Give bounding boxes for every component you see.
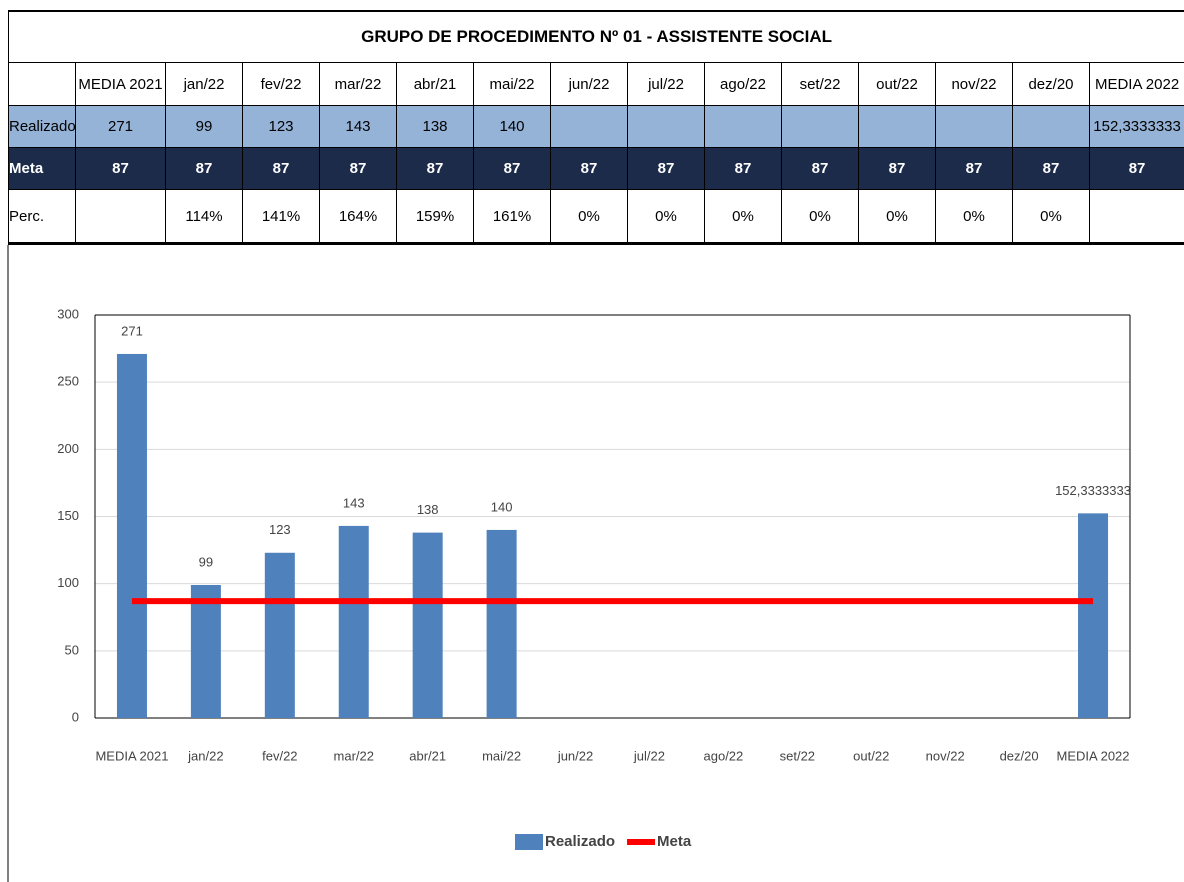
header-row: MEDIA 2021 jan/22 fev/22 mar/22 abr/21 mai/22… [8,62,1184,106]
cell: 0% [627,189,705,245]
x-tick-label: out/22 [853,748,889,763]
x-tick-label: abr/21 [409,748,446,763]
bar [190,585,221,718]
table-row: Perc. 114% 141% 164% 159% 161% 0% 0% 0% 0% 0% 0% 0% [8,189,1184,245]
bar [486,529,517,718]
header-cell: abr/21 [396,62,474,106]
cell: 0% [550,189,628,245]
cell: 87 [704,147,782,190]
header-cell: MEDIA 2022 [1088,62,1184,106]
legend-label: Realizado [545,833,615,850]
cell: 161% [473,189,551,245]
cell: 87 [858,147,936,190]
bar [264,552,295,718]
cell [1088,189,1184,245]
cell: 87 [242,147,320,190]
x-tick-label: jan/22 [187,748,223,763]
cell: 99 [165,105,243,148]
y-tick-label: 300 [57,306,79,321]
cell: 159% [396,189,474,245]
table-title: GRUPO DE PROCEDIMENTO Nº 01 - ASSISTENTE… [7,10,1184,63]
data-label: 271 [121,323,143,338]
bar [1078,513,1109,718]
legend-label: Meta [657,833,692,850]
x-tick-label: dez/20 [1000,748,1039,763]
cell: 123 [242,105,320,148]
x-tick-label: mai/22 [482,748,521,763]
cell: 87 [550,147,628,190]
y-tick-label: 200 [57,441,79,456]
cell: 271 [75,105,166,148]
data-label: 123 [269,522,291,537]
data-label: 138 [417,502,439,517]
cell [627,105,705,148]
y-tick-label: 250 [57,374,79,389]
x-tick-label: MEDIA 2022 [1057,748,1130,763]
cell: 87 [627,147,705,190]
cell: 138 [396,105,474,148]
data-label: 152,3333333 [1055,483,1131,498]
legend-swatch [515,834,543,850]
x-tick-label: ago/22 [704,748,744,763]
title-row: GRUPO DE PROCEDIMENTO Nº 01 - ASSISTENTE… [7,10,1184,63]
header-cell: ago/22 [704,62,782,106]
cell [781,105,859,148]
data-table: GRUPO DE PROCEDIMENTO Nº 01 - ASSISTENTE… [7,10,1184,245]
row-label: Realizado [8,105,76,148]
table-row: Realizado 271 99 123 143 138 140 152,3333333 [8,105,1184,148]
cell: 0% [858,189,936,245]
data-label: 143 [343,495,365,510]
cell [550,105,628,148]
y-tick-label: 100 [57,575,79,590]
cell: 0% [704,189,782,245]
header-cell: dez/20 [1012,62,1090,106]
cell: 87 [319,147,397,190]
corner-cell [8,62,76,106]
x-tick-label: jul/22 [633,748,665,763]
cell: 114% [165,189,243,245]
header-cell: jul/22 [627,62,705,106]
cell: 0% [1012,189,1090,245]
cell: 152,3333333 [1088,105,1184,148]
table-row: Meta 87 87 87 87 87 87 87 87 87 87 87 87 87 87 [8,147,1184,190]
y-tick-label: 50 [65,642,79,657]
data-label: 99 [199,554,213,569]
row-label: Meta [8,147,76,190]
header-cell: jan/22 [165,62,243,106]
x-tick-label: MEDIA 2021 [95,748,168,763]
cell: 87 [75,147,166,190]
cell: 87 [473,147,551,190]
x-tick-label: mar/22 [334,748,374,763]
x-tick-label: fev/22 [262,748,297,763]
cell: 164% [319,189,397,245]
bar [116,353,147,718]
y-tick-label: 0 [72,709,79,724]
cell: 0% [781,189,859,245]
bar [412,532,443,718]
cell: 140 [473,105,551,148]
cell [75,189,166,245]
cell: 87 [396,147,474,190]
data-label: 140 [491,499,513,514]
cell: 143 [319,105,397,148]
x-tick-label: nov/22 [926,748,965,763]
cell: 87 [935,147,1013,190]
row-label: Perc. [8,189,76,245]
cell: 0% [935,189,1013,245]
y-tick-label: 150 [57,508,79,523]
cell: 87 [165,147,243,190]
cell: 87 [1012,147,1090,190]
bar [338,525,369,718]
x-tick-label: jun/22 [557,748,593,763]
cell: 87 [1088,147,1184,190]
x-tick-label: set/22 [780,748,815,763]
